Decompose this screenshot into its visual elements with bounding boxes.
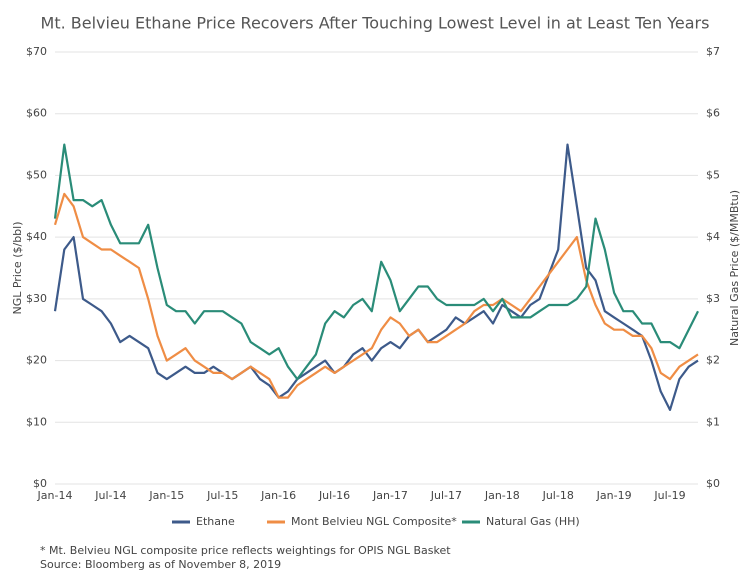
y-tick-label: $40: [26, 230, 47, 243]
y2-tick-label: $1: [706, 415, 720, 428]
y2-tick-label: $5: [706, 168, 720, 181]
chart-title: Mt. Belvieu Ethane Price Recovers After …: [41, 14, 710, 33]
y2-tick-label: $7: [706, 45, 720, 58]
x-tick-label: Jul-14: [94, 489, 126, 502]
x-tick-label: Jan-15: [148, 489, 184, 502]
y-tick-label: $20: [26, 354, 47, 367]
y-tick-label: $30: [26, 292, 47, 305]
legend-label: Ethane: [196, 515, 235, 528]
source: Source: Bloomberg as of November 8, 2019: [40, 558, 281, 571]
legend-label: Mont Belvieu NGL Composite*: [291, 515, 457, 528]
x-tick-label: Jan-19: [596, 489, 632, 502]
y2-axis-label: Natural Gas Price ($/MMBtu): [728, 190, 741, 346]
y-axis-label: NGL Price ($/bbl): [11, 221, 24, 314]
y2-tick-label: $4: [706, 230, 720, 243]
series-line: [53, 192, 699, 399]
y2-tick-label: $2: [706, 354, 720, 367]
y-tick-label: $0: [33, 477, 47, 490]
y-tick-label: $60: [26, 107, 47, 120]
x-tick-label: Jul-19: [653, 489, 685, 502]
y-tick-label: $50: [26, 168, 47, 181]
y-tick-label: $10: [26, 415, 47, 428]
x-tick-label: Jan-14: [37, 489, 73, 502]
x-tick-label: Jul-18: [542, 489, 574, 502]
y2-tick-label: $3: [706, 292, 720, 305]
y-tick-label: $70: [26, 45, 47, 58]
x-tick-label: Jul-16: [318, 489, 350, 502]
x-tick-label: Jan-17: [372, 489, 408, 502]
series-line: [53, 143, 699, 381]
series-line: [53, 143, 699, 411]
legend-label: Natural Gas (HH): [486, 515, 580, 528]
x-tick-label: Jul-15: [206, 489, 238, 502]
y2-tick-label: $0: [706, 477, 720, 490]
x-tick-label: Jan-16: [260, 489, 296, 502]
y2-tick-label: $6: [706, 107, 720, 120]
footnote: * Mt. Belvieu NGL composite price reflec…: [40, 544, 451, 557]
x-tick-label: Jan-18: [484, 489, 520, 502]
x-tick-label: Jul-17: [430, 489, 462, 502]
